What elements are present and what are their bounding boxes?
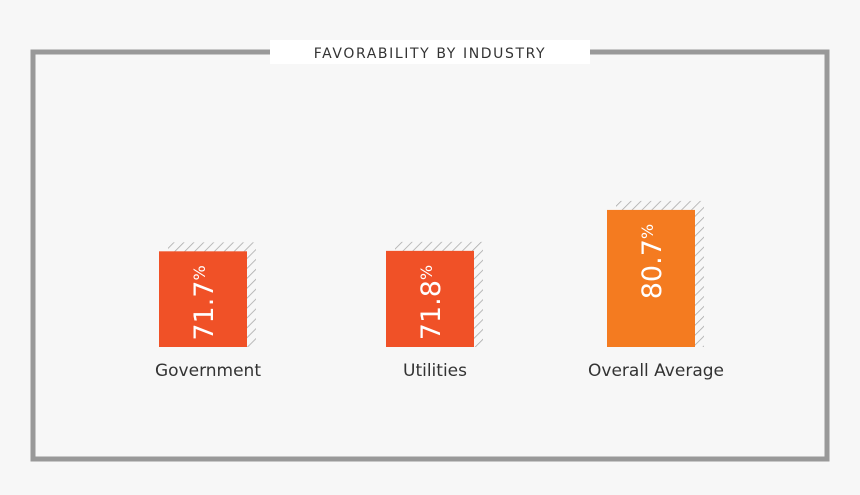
bar-utilities [386, 250, 474, 347]
chart-title-backdrop [270, 40, 590, 64]
chart-title: FAVORABILITY BY INDUSTRY [314, 46, 546, 62]
bar-overall-average [607, 209, 695, 347]
bar-government [159, 251, 247, 347]
category-label-overall-average: Overall Average [588, 361, 724, 381]
category-label-utilities: Utilities [403, 361, 467, 381]
category-label-government: Government [155, 361, 261, 381]
bars-layer: 71.7%Government71.8%Utilities80.7%Overal… [155, 200, 724, 381]
